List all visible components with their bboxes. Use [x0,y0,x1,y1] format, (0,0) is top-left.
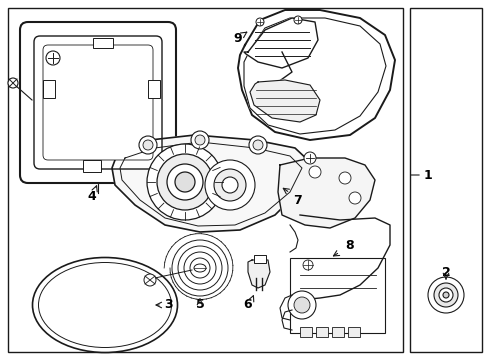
FancyBboxPatch shape [43,45,153,160]
Circle shape [147,144,223,220]
Text: 3: 3 [164,298,172,311]
Circle shape [304,152,316,164]
Circle shape [339,172,351,184]
Text: 1: 1 [424,168,432,181]
Polygon shape [278,158,375,228]
Bar [93,38,113,48]
Text: 5: 5 [196,298,204,311]
Bar [316,327,328,337]
Bar [148,80,160,98]
Text: 9: 9 [234,32,243,45]
Circle shape [175,172,195,192]
Circle shape [294,16,302,24]
Bar [410,8,482,352]
Circle shape [253,140,263,150]
Circle shape [191,131,209,149]
Circle shape [309,166,321,178]
Circle shape [190,258,210,278]
Text: 4: 4 [88,189,97,202]
Ellipse shape [39,262,172,347]
Circle shape [294,297,310,313]
Circle shape [195,135,205,145]
Circle shape [8,78,18,88]
Text: 7: 7 [294,194,302,207]
Circle shape [434,283,458,307]
Text: 2: 2 [441,266,450,279]
Text: 6: 6 [244,298,252,311]
Polygon shape [244,18,318,68]
Circle shape [249,136,267,154]
Circle shape [214,169,246,201]
Polygon shape [248,260,270,288]
Bar [43,80,55,98]
Circle shape [439,288,453,302]
Bar [348,327,360,337]
Circle shape [303,260,313,270]
Circle shape [143,140,153,150]
Circle shape [222,177,238,193]
Circle shape [46,51,60,65]
Ellipse shape [194,264,206,272]
Circle shape [178,246,222,290]
Circle shape [139,136,157,154]
Polygon shape [250,80,320,122]
Bar [300,327,312,337]
Polygon shape [244,18,386,134]
Circle shape [428,277,464,313]
Bar [290,258,385,333]
FancyBboxPatch shape [20,22,176,183]
Circle shape [443,292,449,298]
Circle shape [349,192,361,204]
FancyBboxPatch shape [34,36,162,169]
Ellipse shape [32,257,177,352]
Bar [83,160,101,172]
Circle shape [256,18,264,26]
Polygon shape [238,10,395,140]
Polygon shape [112,135,310,232]
Circle shape [205,160,255,210]
Circle shape [172,240,228,296]
Circle shape [167,164,203,200]
Bar [8,8,403,352]
Circle shape [288,291,316,319]
Bar [332,327,344,337]
Bar [254,255,266,263]
Circle shape [144,274,156,286]
Text: 8: 8 [345,239,354,252]
Circle shape [157,154,213,210]
Circle shape [184,252,216,284]
